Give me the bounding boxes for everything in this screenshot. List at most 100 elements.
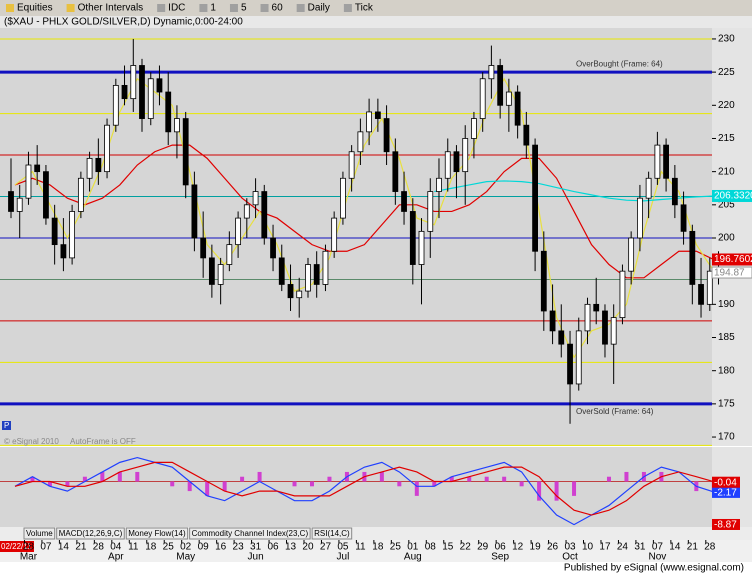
- toolbar-item[interactable]: Other Intervals: [78, 3, 144, 14]
- toolbar-icon: [296, 4, 305, 12]
- title-bar: [0, 16, 752, 28]
- tab-border: [311, 527, 353, 540]
- x-tick-label: 06: [267, 542, 279, 553]
- p-marker-label: P: [4, 421, 9, 430]
- histogram-bar: [414, 481, 419, 496]
- candle-body: [584, 303, 591, 332]
- indicator-tab[interactable]: RSI(14,C): [314, 529, 350, 538]
- x-tick-label: 20: [302, 542, 314, 553]
- histogram-bar: [537, 481, 542, 501]
- histogram-bar: [554, 481, 559, 501]
- candle-body: [593, 303, 600, 312]
- x-tick-label: 18: [372, 542, 384, 553]
- x-tick-label: 31: [250, 542, 262, 553]
- toolbar-icon: [199, 4, 208, 12]
- x-tick-label: 02: [180, 542, 192, 553]
- candle-body: [549, 310, 556, 332]
- x-tick-label: 01: [407, 542, 419, 553]
- candle-body: [340, 177, 346, 219]
- candle-body: [698, 284, 704, 305]
- candle-body: [305, 264, 311, 292]
- toolbar-item[interactable]: 60: [272, 3, 284, 14]
- histogram-bar: [432, 481, 437, 487]
- histogram-bar: [309, 481, 314, 487]
- x-tick-label: 23: [233, 542, 245, 553]
- candle-body: [139, 65, 145, 119]
- x-tick-label: 28: [93, 542, 105, 553]
- candle-body: [16, 197, 23, 212]
- macd-panel: [0, 447, 712, 527]
- x-tick-label: 11: [128, 542, 139, 553]
- candle-body: [121, 84, 128, 100]
- candle-body: [706, 270, 713, 305]
- histogram-bar: [135, 471, 140, 482]
- date-start-box: [0, 541, 34, 552]
- y-tick-label: 185: [718, 332, 735, 343]
- toolbar-icon: [260, 4, 269, 12]
- candle-body: [610, 317, 617, 345]
- ma-value-label: 206.3320: [714, 191, 752, 202]
- p-marker: [2, 421, 11, 430]
- histogram-bar: [467, 476, 472, 482]
- macd-tick-box: [712, 518, 740, 530]
- y-tick-label: 215: [718, 133, 735, 144]
- indicator-tab[interactable]: Money Flow(14): [128, 529, 186, 538]
- candle-body: [165, 91, 172, 133]
- histogram-bar: [484, 476, 489, 482]
- histogram-bar: [519, 481, 524, 487]
- toolbar-item[interactable]: IDC: [168, 3, 185, 14]
- chart-layer: Equities Other Intervals IDC 1 5 60 Daily Tick 1…: [0, 3, 752, 563]
- histogram-bar: [205, 481, 210, 496]
- x-tick-label: 07: [40, 542, 52, 553]
- candle-body: [261, 191, 268, 239]
- indicator-tab[interactable]: Commodity Channel Index(23,C): [192, 529, 309, 538]
- toolbar-item[interactable]: Tick: [355, 3, 374, 14]
- candle-body: [8, 191, 14, 212]
- histogram-bar: [292, 481, 297, 487]
- histogram-bar: [82, 476, 87, 482]
- histogram-bar: [379, 471, 384, 482]
- toolbar-item[interactable]: 1: [210, 3, 216, 14]
- y-tick-label: 205: [718, 199, 735, 210]
- histogram-bar: [449, 476, 454, 482]
- macd-value-box: [712, 476, 740, 488]
- price-value-label: 194.87: [714, 268, 745, 279]
- histogram-bar: [65, 481, 70, 487]
- x-tick-label: 26: [547, 542, 559, 553]
- x-tick-label: 25: [163, 542, 175, 553]
- candle-body: [104, 124, 110, 173]
- candle-body: [296, 290, 303, 299]
- x-tick-label: 14: [58, 542, 70, 553]
- candle-body: [436, 177, 442, 192]
- x-tick-label: 21: [75, 542, 87, 553]
- candle-body: [252, 191, 259, 206]
- candle-body: [532, 144, 538, 252]
- candle-body: [453, 151, 460, 173]
- y-tick-label: 230: [718, 34, 735, 45]
- indicator-tab[interactable]: Volume: [26, 529, 53, 538]
- moving-average: [14, 144, 715, 279]
- candle-body: [130, 65, 137, 100]
- toolbar-icon: [343, 4, 352, 12]
- candle-body: [331, 217, 338, 252]
- month-label: Oct: [562, 552, 578, 563]
- candle-body: [427, 191, 434, 232]
- tab-border: [23, 527, 56, 540]
- toolbar: [0, 0, 752, 16]
- annotation: © eSignal 2010: [4, 437, 59, 446]
- candle-body: [645, 177, 652, 199]
- x-tick-label: 24: [617, 542, 629, 553]
- toolbar-item[interactable]: 5: [241, 3, 247, 14]
- x-tick-label: 09: [198, 542, 210, 553]
- toolbar-item[interactable]: Daily: [308, 3, 330, 14]
- toolbar-item[interactable]: Equities: [17, 3, 53, 14]
- macd-line: [14, 461, 714, 516]
- indicator-tab[interactable]: MACD(12,26,9,C): [59, 529, 123, 538]
- toolbar-icon: [6, 4, 14, 12]
- candle-body: [575, 330, 582, 385]
- candle-body: [112, 84, 119, 126]
- x-tick-label: 03: [564, 542, 576, 553]
- candle-body: [217, 264, 224, 285]
- candle-body: [462, 138, 469, 173]
- candle-body: [25, 164, 32, 199]
